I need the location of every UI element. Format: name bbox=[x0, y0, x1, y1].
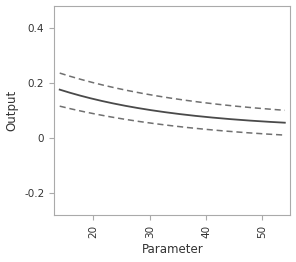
Y-axis label: Output: Output bbox=[6, 90, 19, 131]
X-axis label: Parameter: Parameter bbox=[141, 243, 203, 256]
